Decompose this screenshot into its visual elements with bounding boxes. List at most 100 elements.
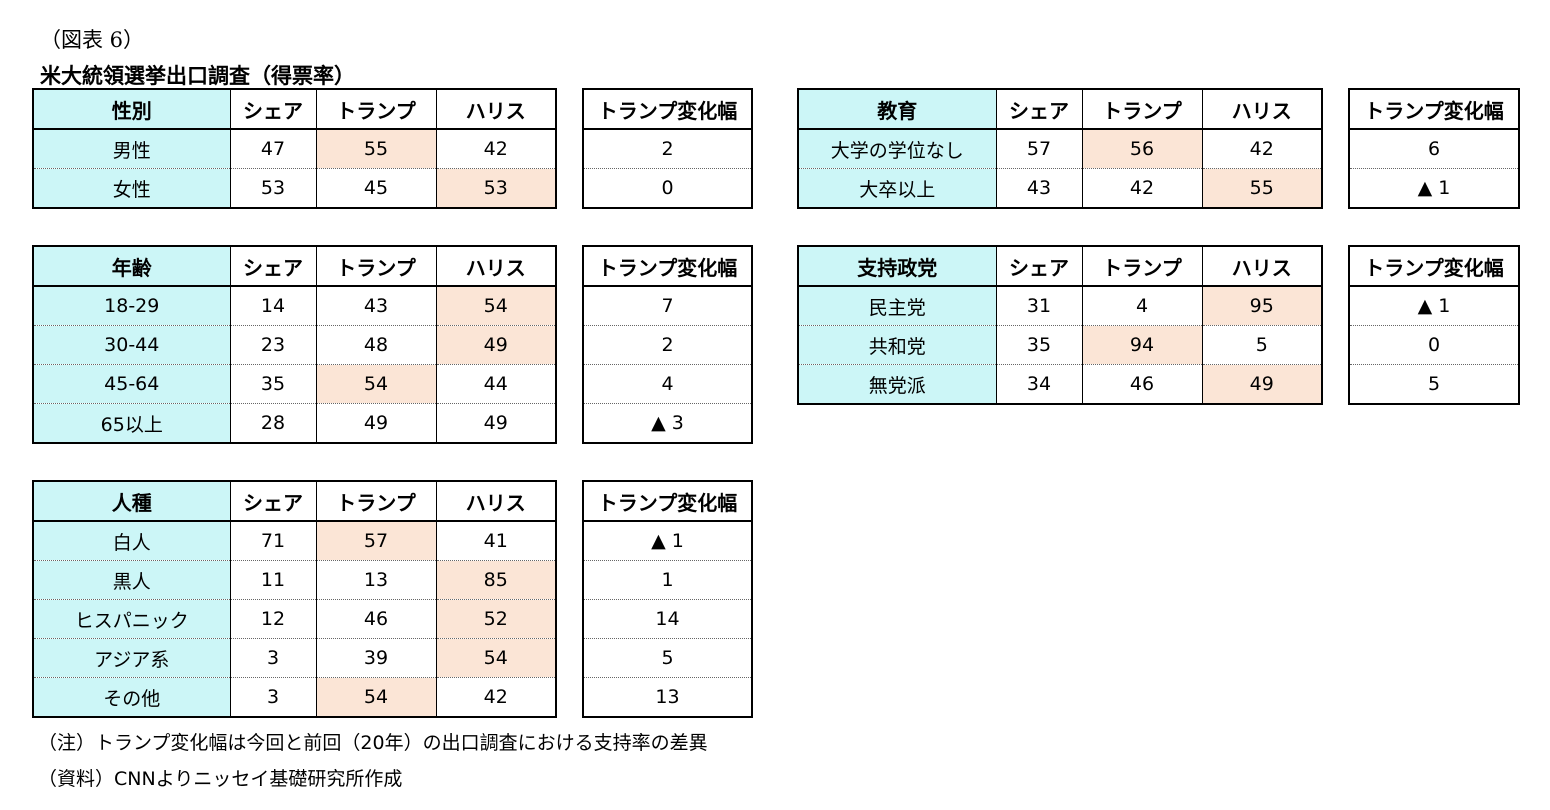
column-header-trump: トランプ <box>315 480 437 522</box>
cell-change: 0 <box>1348 325 1520 365</box>
cell-harris: 55 <box>1201 168 1323 209</box>
cell-share: 35 <box>995 325 1083 365</box>
cell-trump: 56 <box>1081 128 1203 169</box>
column-header-change: トランプ変化幅 <box>1348 88 1520 130</box>
cell-change: 5 <box>582 638 753 678</box>
cell-trump: 94 <box>1081 325 1203 365</box>
source-note: （資料）CNNよりニッセイ基礎研究所作成 <box>38 768 403 790</box>
cell-share: 31 <box>995 285 1083 326</box>
cell-share: 11 <box>229 560 317 600</box>
cell-change: 6 <box>1348 128 1520 169</box>
row-label: 30-44 <box>32 325 231 365</box>
row-label: 大学の学位なし <box>797 128 997 169</box>
column-header-trump: トランプ <box>315 245 437 287</box>
change-table-1: トランプ変化幅 7 2 4 ▲ 3 <box>582 245 753 444</box>
table-row: 無党派 34 46 49 <box>797 364 1323 405</box>
table-row: 0 <box>1348 325 1520 365</box>
column-header-harris: ハリス <box>1201 245 1323 287</box>
column-header-share: シェア <box>995 245 1083 287</box>
table-row: ▲ 3 <box>582 403 753 444</box>
row-label: 65以上 <box>32 403 231 444</box>
poll-table-4: 支持政党 シェア トランプ ハリス 民主党 31 4 95 共和党 35 94 5 無党派 34 46 49 <box>797 245 1323 405</box>
cell-harris: 54 <box>435 285 557 326</box>
table-row: 7 <box>582 285 753 326</box>
table-row: 女性 53 45 53 <box>32 168 557 209</box>
cell-share: 3 <box>229 638 317 678</box>
table-row: 2 <box>582 128 753 169</box>
cell-trump: 4 <box>1081 285 1203 326</box>
category-header: 支持政党 <box>797 245 997 287</box>
change-table-2: トランプ変化幅 ▲ 1 1 14 5 13 <box>582 480 753 718</box>
cell-harris: 54 <box>435 638 557 678</box>
category-header: 教育 <box>797 88 997 130</box>
cell-trump: 48 <box>315 325 437 365</box>
cell-trump: 13 <box>315 560 437 600</box>
cell-trump: 42 <box>1081 168 1203 209</box>
table-row: 民主党 31 4 95 <box>797 285 1323 326</box>
cell-change: 14 <box>582 599 753 639</box>
table-row: 45-64 35 54 44 <box>32 364 557 404</box>
row-label: 45-64 <box>32 364 231 404</box>
cell-share: 12 <box>229 599 317 639</box>
poll-table-2: 人種 シェア トランプ ハリス 白人 71 57 41 黒人 11 13 85 ヒスパニック 12 46 52… <box>32 480 557 718</box>
cell-trump: 43 <box>315 285 437 326</box>
table-row: 大卒以上 43 42 55 <box>797 168 1323 209</box>
cell-harris: 49 <box>435 403 557 444</box>
category-header: 人種 <box>32 480 231 522</box>
row-label: 女性 <box>32 168 231 209</box>
column-header-trump: トランプ <box>1081 88 1203 130</box>
table-row: 0 <box>582 168 753 209</box>
column-header-trump: トランプ <box>1081 245 1203 287</box>
cell-harris: 44 <box>435 364 557 404</box>
table-row: ▲ 1 <box>1348 285 1520 326</box>
cell-trump: 54 <box>315 364 437 404</box>
column-header-harris: ハリス <box>1201 88 1323 130</box>
category-header: 年齢 <box>32 245 231 287</box>
cell-share: 28 <box>229 403 317 444</box>
row-label: 共和党 <box>797 325 997 365</box>
table-row: ▲ 1 <box>582 520 753 561</box>
table-row: アジア系 3 39 54 <box>32 638 557 678</box>
cell-harris: 85 <box>435 560 557 600</box>
poll-table-3: 教育 シェア トランプ ハリス 大学の学位なし 57 56 42 大卒以上 43 42 55 <box>797 88 1323 209</box>
row-label: 18-29 <box>32 285 231 326</box>
change-table-3: トランプ変化幅 6 ▲ 1 <box>1348 88 1520 209</box>
cell-change: 7 <box>582 285 753 326</box>
table-row: ヒスパニック 12 46 52 <box>32 599 557 639</box>
column-header-harris: ハリス <box>435 88 557 130</box>
cell-change: 2 <box>582 325 753 365</box>
row-label: ヒスパニック <box>32 599 231 639</box>
cell-harris: 42 <box>435 677 557 718</box>
cell-trump: 45 <box>315 168 437 209</box>
change-table-0: トランプ変化幅 2 0 <box>582 88 753 209</box>
cell-trump: 54 <box>315 677 437 718</box>
table-row: 大学の学位なし 57 56 42 <box>797 128 1323 169</box>
cell-harris: 41 <box>435 520 557 561</box>
table-row: 4 <box>582 364 753 404</box>
cell-change: 13 <box>582 677 753 718</box>
column-header-harris: ハリス <box>435 480 557 522</box>
column-header-change: トランプ変化幅 <box>1348 245 1520 287</box>
cell-change: ▲ 1 <box>1348 285 1520 326</box>
row-label: 大卒以上 <box>797 168 997 209</box>
cell-share: 43 <box>995 168 1083 209</box>
column-header-change: トランプ変化幅 <box>582 245 753 287</box>
table-row: 14 <box>582 599 753 639</box>
cell-share: 47 <box>229 128 317 169</box>
table-row: 白人 71 57 41 <box>32 520 557 561</box>
cell-change: 4 <box>582 364 753 404</box>
table-row: 男性 47 55 42 <box>32 128 557 169</box>
row-label: 男性 <box>32 128 231 169</box>
table-row: 黒人 11 13 85 <box>32 560 557 600</box>
cell-share: 34 <box>995 364 1083 405</box>
chart-title: 米大統領選挙出口調査（得票率） <box>40 64 355 88</box>
row-label: 民主党 <box>797 285 997 326</box>
column-header-trump: トランプ <box>315 88 437 130</box>
table-row: 5 <box>1348 364 1520 405</box>
table-row: ▲ 1 <box>1348 168 1520 209</box>
column-header-change: トランプ変化幅 <box>582 480 753 522</box>
table-row: 6 <box>1348 128 1520 169</box>
table-row: 18-29 14 43 54 <box>32 285 557 326</box>
table-row: 65以上 28 49 49 <box>32 403 557 444</box>
